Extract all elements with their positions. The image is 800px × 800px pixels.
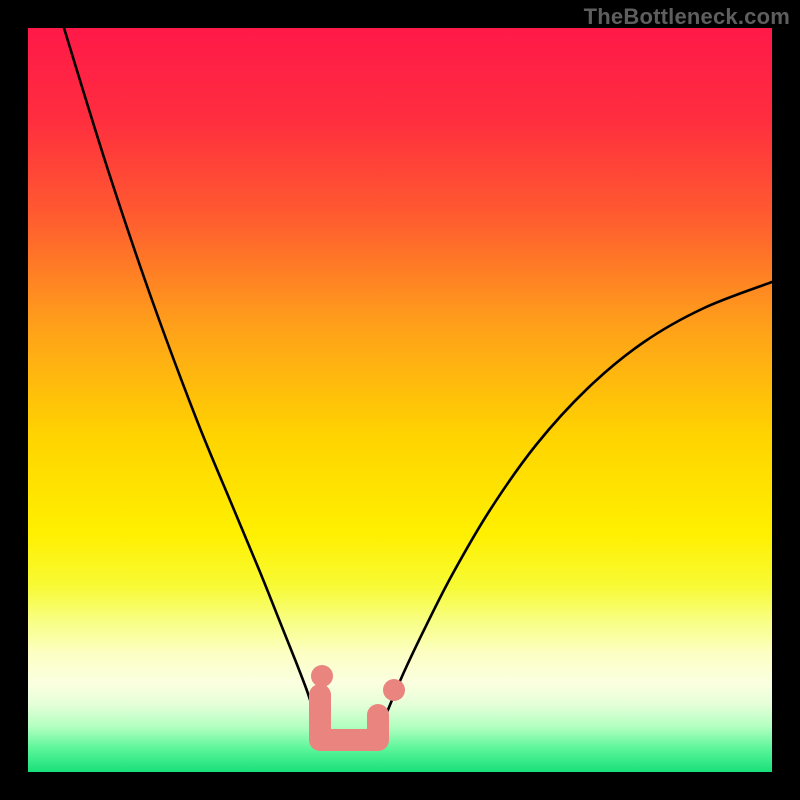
bottleneck-chart bbox=[0, 0, 800, 800]
chart-container: TheBottleneck.com bbox=[0, 0, 800, 800]
bottom-marker-dot-0 bbox=[311, 665, 333, 687]
bottom-marker-dot-1 bbox=[383, 679, 405, 701]
plot-area bbox=[28, 28, 772, 772]
watermark-text: TheBottleneck.com bbox=[584, 4, 790, 30]
